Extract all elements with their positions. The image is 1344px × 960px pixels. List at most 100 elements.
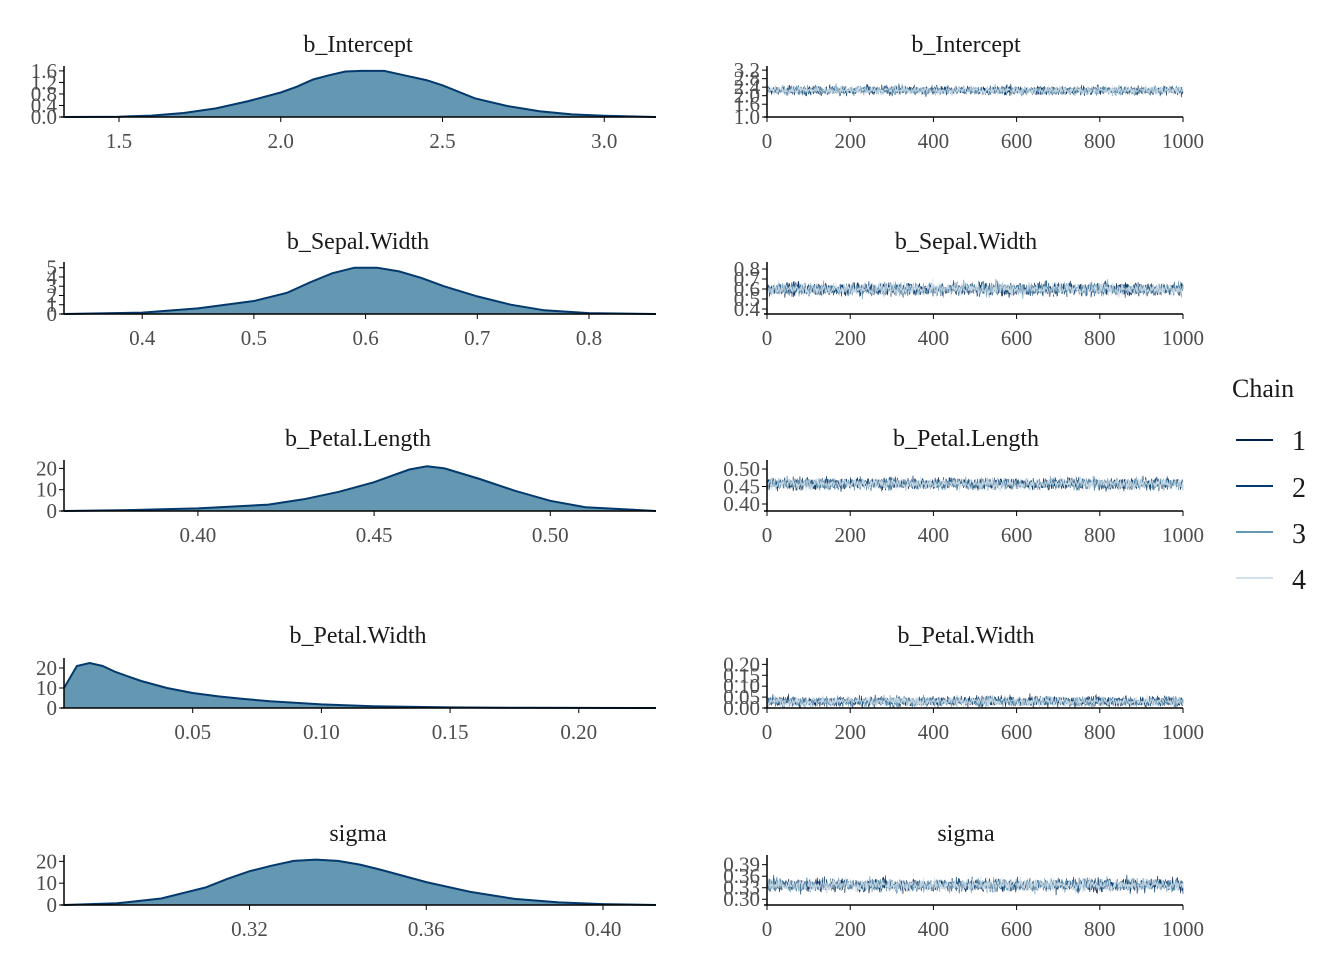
legend-entry-2: 2	[1236, 473, 1306, 504]
b-petal-length-trace-x-tick-label: 800	[1084, 523, 1116, 547]
sigma-density-area	[64, 859, 656, 905]
sigma-trace-y-tick-label: 0.36	[723, 864, 760, 888]
legend-title: Chain	[1232, 374, 1294, 403]
sigma-trace-y-tick-label: 0.39	[723, 853, 760, 877]
b-intercept-density-x-tick-label: 1.5	[106, 129, 132, 153]
b-intercept-density-x-tick-label: 3.0	[591, 129, 617, 153]
b-intercept-trace-x-tick-label: 800	[1084, 129, 1116, 153]
sigma-density-title: sigma	[329, 821, 387, 847]
b-intercept-trace-y-tick-label: 3.2	[734, 58, 760, 82]
b-petal-length-trace-y-tick-label: 0.45	[723, 475, 760, 499]
b-petal-length-trace-panel: b_Petal.Length 0 200 400 600 800 1000 0.400.450…	[723, 426, 1204, 547]
b-petal-width-density-curve	[63, 661, 657, 709]
b-intercept-trace-y-tick-label: 2.0	[734, 84, 760, 108]
b-petal-length-density-y-tick-label: 20	[36, 456, 57, 480]
b-intercept-trace-y-tick-label: 2.8	[734, 67, 760, 91]
b-petal-length-density-area	[64, 466, 656, 511]
b-intercept-trace-y-tick-label: 1.0	[734, 105, 760, 129]
b-petal-width-trace-x-tick-label: 400	[918, 720, 950, 744]
b-sepal-width-density-y-tick-label: 4	[47, 265, 58, 289]
b-sepal-width-density-y-tick-label: 1	[47, 293, 58, 317]
sigma-density-x-tick-label: 0.36	[408, 917, 445, 941]
b-petal-width-trace-y-tick-label: 0.15	[723, 663, 760, 687]
b-intercept-trace-y-tick-label: 1.6	[734, 92, 760, 116]
b-petal-width-density-area	[64, 663, 656, 708]
legend-entry-1: 1	[1236, 426, 1306, 457]
b-sepal-width-trace-chain-3	[767, 278, 1184, 300]
b-sepal-width-density-y-tick-label: 2	[47, 283, 58, 307]
b-sepal-width-density-x-tick-label: 0.7	[464, 326, 490, 350]
sigma-trace-panel: sigma 0 200 400 600 800 1000 0.300.330.360.39	[723, 821, 1204, 941]
sigma-trace-y-tick-label: 0.33	[723, 876, 760, 900]
sigma-trace-title: sigma	[937, 821, 995, 847]
b-intercept-trace-x-tick-label: 200	[834, 129, 866, 153]
b-sepal-width-trace-x-tick-label: 400	[918, 326, 950, 350]
legend-label-3: 3	[1292, 519, 1306, 550]
b-intercept-trace-x-tick-label: 400	[918, 129, 950, 153]
sigma-density-y-tick-label: 10	[36, 871, 57, 895]
b-petal-length-trace-x-tick-label: 1000	[1162, 523, 1204, 547]
b-petal-length-trace-y-tick-label: 0.40	[723, 492, 760, 516]
b-intercept-density-title: b_Intercept	[303, 32, 413, 58]
b-intercept-density-y-tick-label: 1.2	[31, 70, 57, 94]
b-sepal-width-trace-y-tick-label: 0.5	[734, 287, 760, 311]
b-petal-length-density-x-tick-label: 0.40	[180, 523, 217, 547]
b-intercept-trace-title: b_Intercept	[911, 32, 1021, 58]
b-intercept-density-x-tick-label: 2.5	[429, 129, 455, 153]
b-sepal-width-trace-y-tick-label: 0.4	[734, 297, 761, 321]
b-sepal-width-density-title: b_Sepal.Width	[287, 229, 429, 255]
b-petal-length-trace-x-tick-label: 200	[834, 523, 866, 547]
b-sepal-width-density-area	[64, 267, 656, 314]
sigma-trace-x-tick-label: 800	[1084, 917, 1116, 941]
b-petal-length-density-x-tick-label: 0.50	[532, 523, 569, 547]
b-intercept-trace-x-tick-label: 0	[762, 129, 773, 153]
b-sepal-width-density-curve	[63, 266, 657, 315]
b-petal-length-trace-chain-4	[767, 474, 1184, 493]
sigma-density-x-tick-label: 0.40	[585, 917, 622, 941]
b-petal-width-trace-x-tick-label: 800	[1084, 720, 1116, 744]
b-sepal-width-trace-title: b_Sepal.Width	[895, 229, 1037, 255]
b-petal-length-trace-chain-3	[767, 475, 1184, 492]
legend-entry-4: 4	[1236, 565, 1306, 596]
b-petal-width-trace-title: b_Petal.Width	[897, 623, 1034, 649]
b-intercept-trace-chain-4	[767, 84, 1184, 96]
b-petal-length-trace-y-tick-label: 0.50	[723, 457, 760, 481]
b-intercept-density-y-tick-label: 0.4	[31, 93, 58, 117]
b-petal-width-density-y-tick-label: 0	[47, 696, 58, 720]
b-sepal-width-density-x-tick-label: 0.5	[241, 326, 267, 350]
b-sepal-width-density-y-tick-label: 0	[47, 302, 58, 326]
b-sepal-width-trace-x-tick-label: 600	[1001, 326, 1033, 350]
b-intercept-trace-x-tick-label: 1000	[1162, 129, 1204, 153]
legend-label-4: 4	[1292, 565, 1306, 596]
b-intercept-density-curve	[63, 69, 657, 118]
b-petal-length-density-y-tick-label: 0	[47, 499, 58, 523]
b-petal-width-trace-y-tick-label: 0.10	[723, 674, 760, 698]
b-petal-width-trace-y-tick-label: 0.05	[723, 685, 760, 709]
b-petal-length-trace-x-tick-label: 0	[762, 523, 773, 547]
b-intercept-density-x-tick-label: 2.0	[268, 129, 294, 153]
b-petal-length-density-x-tick-label: 0.45	[356, 523, 393, 547]
b-petal-width-density-x-tick-label: 0.20	[560, 720, 597, 744]
b-sepal-width-trace-x-tick-label: 200	[834, 326, 866, 350]
sigma-trace-x-tick-label: 200	[834, 917, 866, 941]
b-petal-width-density-x-tick-label: 0.05	[174, 720, 211, 744]
sigma-trace-x-tick-label: 0	[762, 917, 773, 941]
b-intercept-trace-panel: b_Intercept 0 200 400 600 800 1000 1.01.62.02.4…	[734, 32, 1204, 153]
b-intercept-density-area	[64, 70, 656, 117]
chain-legend: Chain 1 2 3 4	[1232, 374, 1306, 596]
b-intercept-trace-x-tick-label: 600	[1001, 129, 1033, 153]
sigma-density-y-tick-label: 0	[47, 893, 58, 917]
legend-entry-3: 3	[1236, 519, 1306, 550]
b-intercept-density-panel: b_Intercept 1.5 2.0 2.5 3.0 0.00.40.81.21.6	[31, 32, 657, 153]
sigma-density-x-tick-label: 0.32	[231, 917, 268, 941]
b-sepal-width-trace-panel: b_Sepal.Width 0 200 400 600 800 1000 0.40.50.60…	[734, 229, 1204, 350]
sigma-density-curve	[63, 858, 657, 906]
b-sepal-width-trace-y-tick-label: 0.7	[734, 267, 760, 291]
b-intercept-density-y-tick-label: 1.6	[31, 59, 57, 83]
